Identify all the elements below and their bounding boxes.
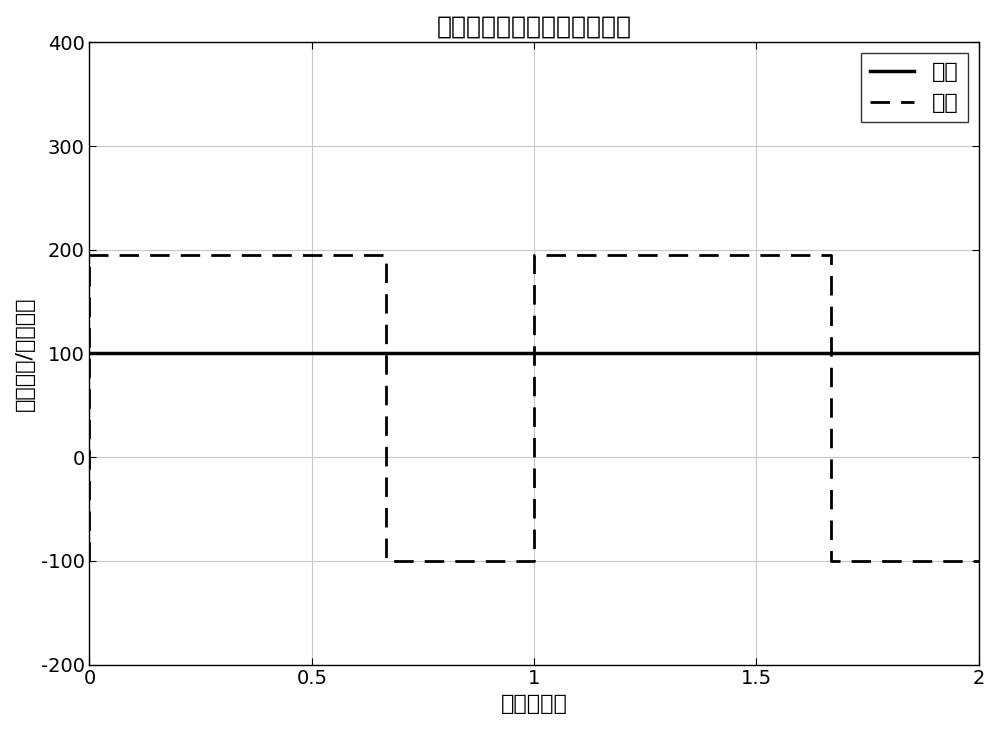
方波 (825, 251, 837, 260)
Title: 恒流与方波脉冲充电电流对比: 恒流与方波脉冲充电电流对比 (437, 15, 632, 39)
方波 (83, 556, 95, 565)
方波 (83, 251, 95, 260)
方波 (83, 251, 95, 260)
方波 (380, 251, 392, 260)
Y-axis label: 电流（安/平方米）: 电流（安/平方米） (15, 296, 35, 410)
Line: 方波: 方波 (89, 255, 979, 561)
方波 (825, 556, 837, 565)
Legend: 恒流, 方波: 恒流, 方波 (861, 53, 968, 122)
方波 (973, 556, 985, 565)
方波 (380, 251, 392, 260)
方波 (528, 556, 540, 565)
X-axis label: 时间（秒）: 时间（秒） (501, 694, 568, 714)
方波 (825, 556, 837, 565)
方波 (380, 556, 392, 565)
方波 (825, 251, 837, 260)
方波 (528, 556, 540, 565)
方波 (528, 251, 540, 260)
方波 (380, 556, 392, 565)
方波 (528, 251, 540, 260)
